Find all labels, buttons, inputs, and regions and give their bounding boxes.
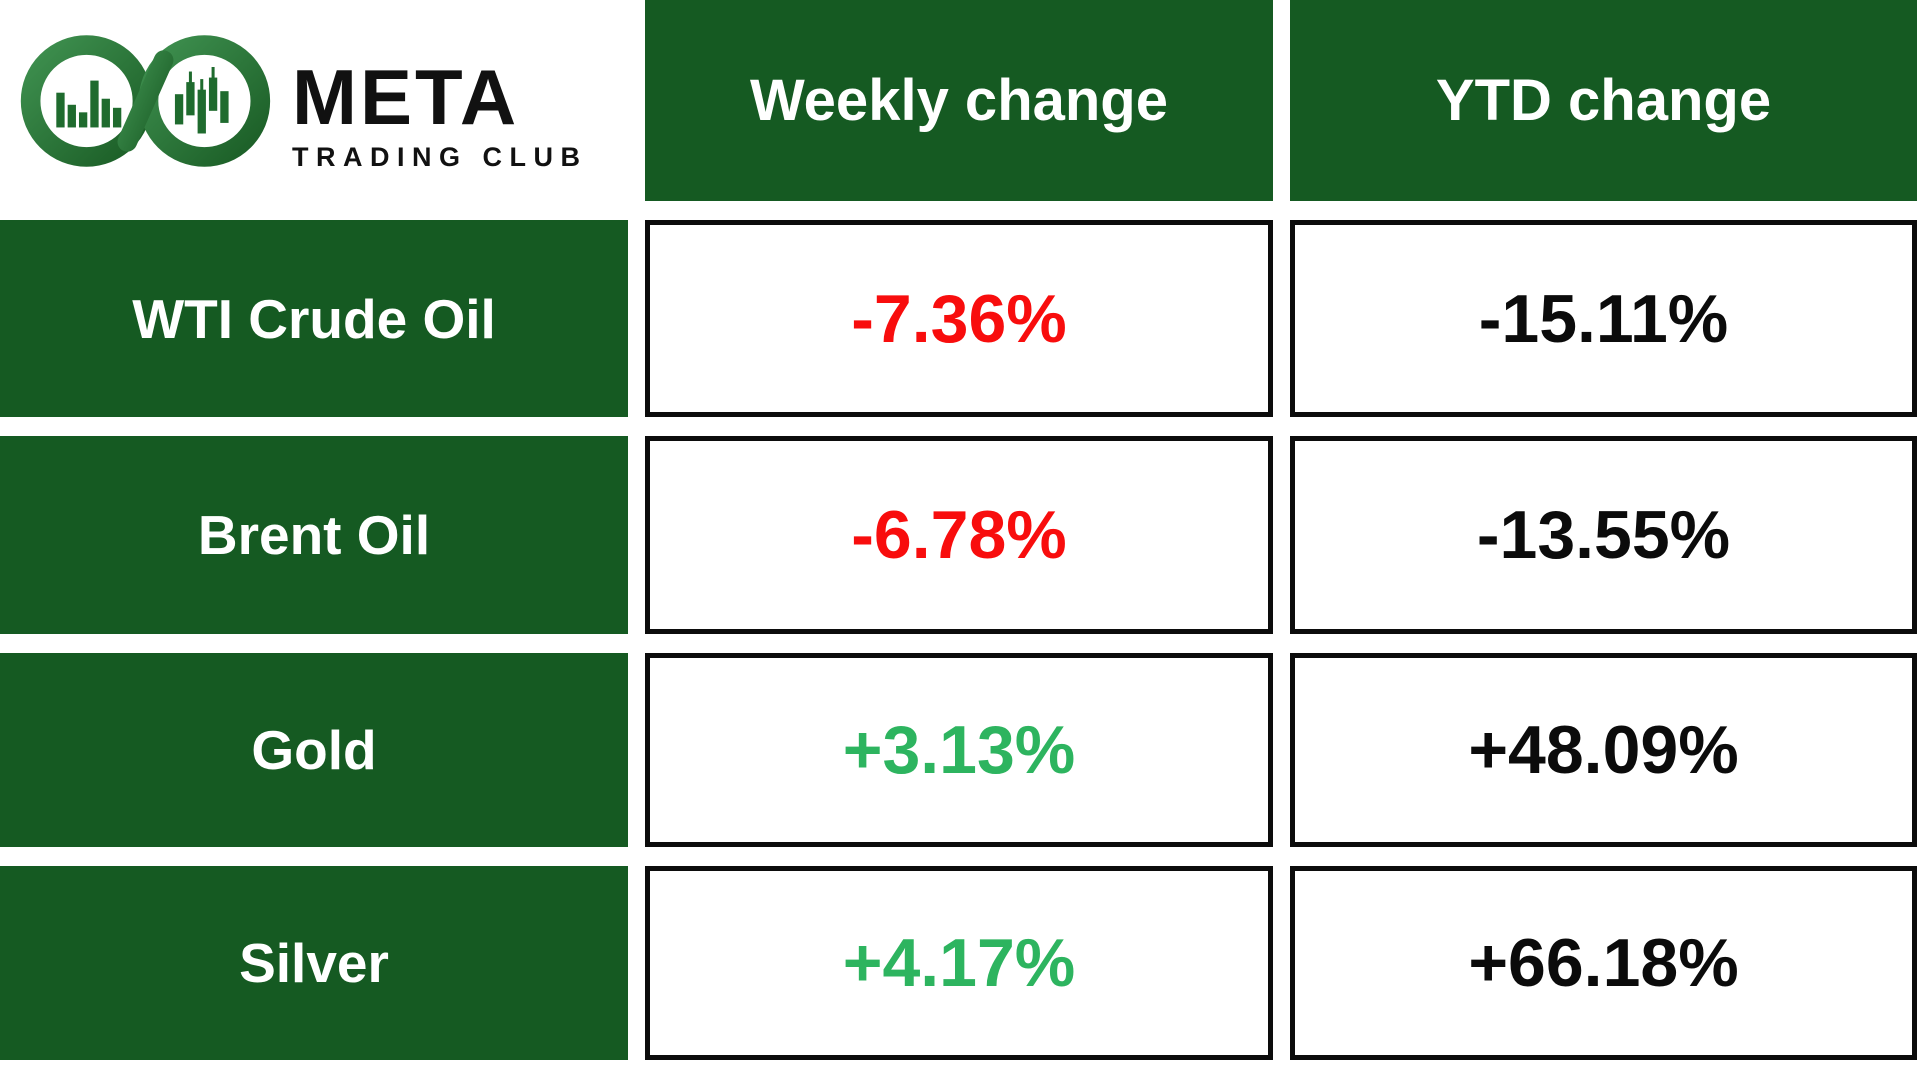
brand-wordmark: META TRADING CLUB — [292, 53, 588, 172]
cell-brent-weekly-change: -6.78% — [645, 436, 1273, 634]
cell-wti-weekly-change: -7.36% — [645, 220, 1273, 417]
brand-name: META — [292, 53, 520, 142]
row-label-wti-crude-oil: WTI Crude Oil — [0, 220, 628, 417]
infinity-bar-chart-logo-icon — [20, 34, 271, 167]
market-change-table: META TRADING CLUB Weekly change YTD chan… — [0, 0, 1917, 1060]
row-label-silver: Silver — [0, 866, 628, 1060]
left-loop-bars — [56, 80, 122, 127]
row-label-brent-oil: Brent Oil — [0, 436, 628, 634]
brand-subtitle: TRADING CLUB — [292, 141, 588, 172]
right-loop-bars — [174, 66, 229, 133]
row-label-gold: Gold — [0, 653, 628, 847]
brand-logo: META TRADING CLUB — [0, 0, 628, 201]
column-header-ytd-change: YTD change — [1290, 0, 1917, 201]
cell-brent-ytd-change: -13.55% — [1290, 436, 1917, 634]
column-header-weekly-change: Weekly change — [645, 0, 1273, 201]
cell-gold-ytd-change: +48.09% — [1290, 653, 1917, 847]
cell-silver-weekly-change: +4.17% — [645, 866, 1273, 1060]
cell-gold-weekly-change: +3.13% — [645, 653, 1273, 847]
cell-silver-ytd-change: +66.18% — [1290, 866, 1917, 1060]
cell-wti-ytd-change: -15.11% — [1290, 220, 1917, 417]
